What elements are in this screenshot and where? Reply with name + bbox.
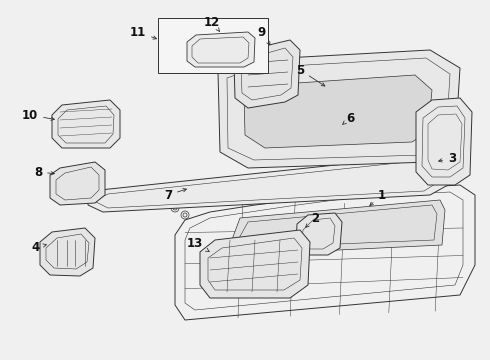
Polygon shape — [40, 228, 95, 276]
Polygon shape — [244, 75, 432, 148]
Text: 5: 5 — [296, 63, 325, 86]
Text: 13: 13 — [187, 237, 209, 252]
Text: 6: 6 — [343, 112, 354, 125]
Circle shape — [171, 31, 189, 49]
Polygon shape — [416, 98, 472, 185]
Text: 12: 12 — [204, 15, 220, 31]
Polygon shape — [234, 40, 300, 108]
Polygon shape — [218, 50, 460, 168]
Polygon shape — [200, 230, 310, 298]
Text: 9: 9 — [258, 26, 270, 45]
Polygon shape — [88, 155, 448, 212]
Text: 8: 8 — [34, 166, 54, 179]
Text: 10: 10 — [22, 108, 54, 122]
Bar — [158, 18, 268, 73]
Text: 7: 7 — [164, 189, 187, 202]
Text: 11: 11 — [130, 26, 156, 39]
Polygon shape — [175, 185, 475, 320]
Text: 1: 1 — [370, 189, 386, 206]
Text: 3: 3 — [439, 152, 456, 165]
Polygon shape — [50, 162, 105, 205]
Polygon shape — [187, 32, 255, 67]
Polygon shape — [230, 200, 445, 255]
Polygon shape — [296, 213, 342, 255]
Circle shape — [175, 35, 185, 45]
Text: 2: 2 — [306, 212, 319, 228]
Polygon shape — [52, 100, 120, 148]
Text: 4: 4 — [32, 240, 47, 253]
